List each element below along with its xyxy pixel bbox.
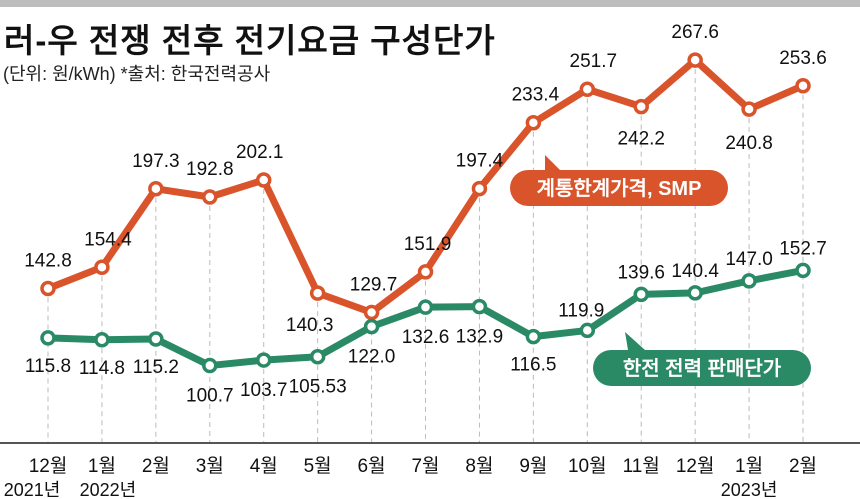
- data-point: [417, 299, 434, 315]
- data-point: [94, 259, 110, 276]
- data-point: [579, 81, 596, 97]
- x-tick-label: 5월: [304, 455, 332, 477]
- data-label: 140.3: [286, 315, 334, 336]
- data-label: 139.6: [617, 262, 665, 283]
- data-label: 202.1: [236, 142, 284, 163]
- data-point: [741, 273, 757, 289]
- data-label: 115.8: [25, 356, 71, 377]
- x-tick-label: 9월: [519, 455, 547, 477]
- data-label: 192.8: [186, 159, 234, 180]
- data-point: [148, 331, 164, 347]
- data-label: 105.53: [289, 377, 347, 398]
- x-tick-label: 1월: [735, 455, 763, 477]
- data-label: 240.8: [725, 133, 773, 154]
- data-point: [94, 332, 110, 348]
- x-tick-label: 2월: [142, 455, 170, 477]
- data-label: 267.6: [671, 22, 719, 43]
- data-label: 103.7: [240, 380, 288, 401]
- data-label: 142.8: [24, 251, 72, 272]
- year-label: 2022년: [80, 480, 137, 499]
- data-point: [40, 330, 56, 346]
- data-point: [202, 189, 218, 205]
- legend-badge: [593, 350, 811, 386]
- data-point: [309, 285, 326, 301]
- data-point: [309, 348, 326, 365]
- x-tick-label: 1월: [88, 455, 116, 477]
- chart-title: 러-우 전쟁 전후 전기요금 구성단가: [4, 22, 496, 59]
- x-tick-label: 6월: [358, 455, 386, 477]
- data-label: 115.2: [133, 357, 179, 378]
- data-label: 116.5: [510, 355, 556, 376]
- chart-subtitle: (단위: 원/kWh) *출처: 한국전력공사: [3, 64, 271, 84]
- x-tick-label: 11월: [623, 455, 660, 477]
- legend-badge: [510, 170, 728, 206]
- data-point: [471, 180, 488, 197]
- x-tick-label: 8월: [465, 455, 493, 477]
- data-point: [255, 352, 272, 368]
- legend-label: 계통한계가격, SMP: [537, 177, 702, 200]
- data-label: 154.4: [84, 229, 132, 250]
- data-label: 242.2: [617, 129, 665, 150]
- data-label: 151.9: [404, 234, 452, 255]
- data-label: 114.8: [79, 358, 125, 379]
- x-tick-label: 12월: [676, 455, 715, 477]
- data-point: [687, 285, 703, 301]
- x-tick-label: 2월: [789, 455, 817, 477]
- data-point: [633, 98, 649, 115]
- data-label: 129.7: [350, 274, 398, 295]
- data-point: [741, 101, 757, 117]
- x-tick-label: 3월: [196, 455, 224, 477]
- year-label: 2021년: [4, 480, 61, 499]
- data-point: [417, 264, 434, 280]
- x-tick-label: 10월: [568, 455, 607, 477]
- data-label: 140.4: [671, 261, 719, 282]
- data-point: [40, 280, 56, 297]
- data-point: [795, 262, 811, 279]
- data-point: [255, 172, 272, 188]
- data-label: 197.3: [132, 151, 180, 172]
- data-label: 152.7: [779, 238, 827, 259]
- data-label: 197.4: [456, 151, 504, 172]
- data-point: [633, 286, 649, 303]
- data-point: [363, 318, 380, 335]
- top-bar: [0, 0, 860, 7]
- x-tick-label: 7월: [411, 455, 439, 477]
- data-label: 132.9: [456, 327, 504, 348]
- data-point: [525, 114, 542, 131]
- year-label: 2023년: [721, 480, 778, 499]
- data-point: [687, 52, 703, 68]
- legend-pointer: [625, 332, 645, 350]
- data-point: [363, 304, 380, 321]
- data-point: [579, 322, 596, 339]
- data-label: 233.4: [512, 85, 560, 106]
- data-point: [795, 78, 811, 94]
- data-point: [525, 328, 542, 345]
- data-point: [202, 357, 218, 374]
- data-label: 119.9: [558, 300, 604, 321]
- data-label: 251.7: [570, 51, 618, 72]
- legend-pointer: [545, 155, 560, 170]
- data-point: [471, 298, 488, 315]
- x-tick-label: 12월: [29, 455, 68, 477]
- x-tick-label: 4월: [250, 455, 278, 477]
- data-label: 253.6: [779, 48, 827, 69]
- legend-label: 한전 전력 판매단가: [623, 357, 782, 380]
- data-label: 147.0: [725, 249, 773, 270]
- data-label: 132.6: [402, 327, 450, 348]
- data-label: 100.7: [186, 386, 234, 407]
- data-point: [148, 181, 164, 197]
- data-label: 122.0: [348, 347, 396, 368]
